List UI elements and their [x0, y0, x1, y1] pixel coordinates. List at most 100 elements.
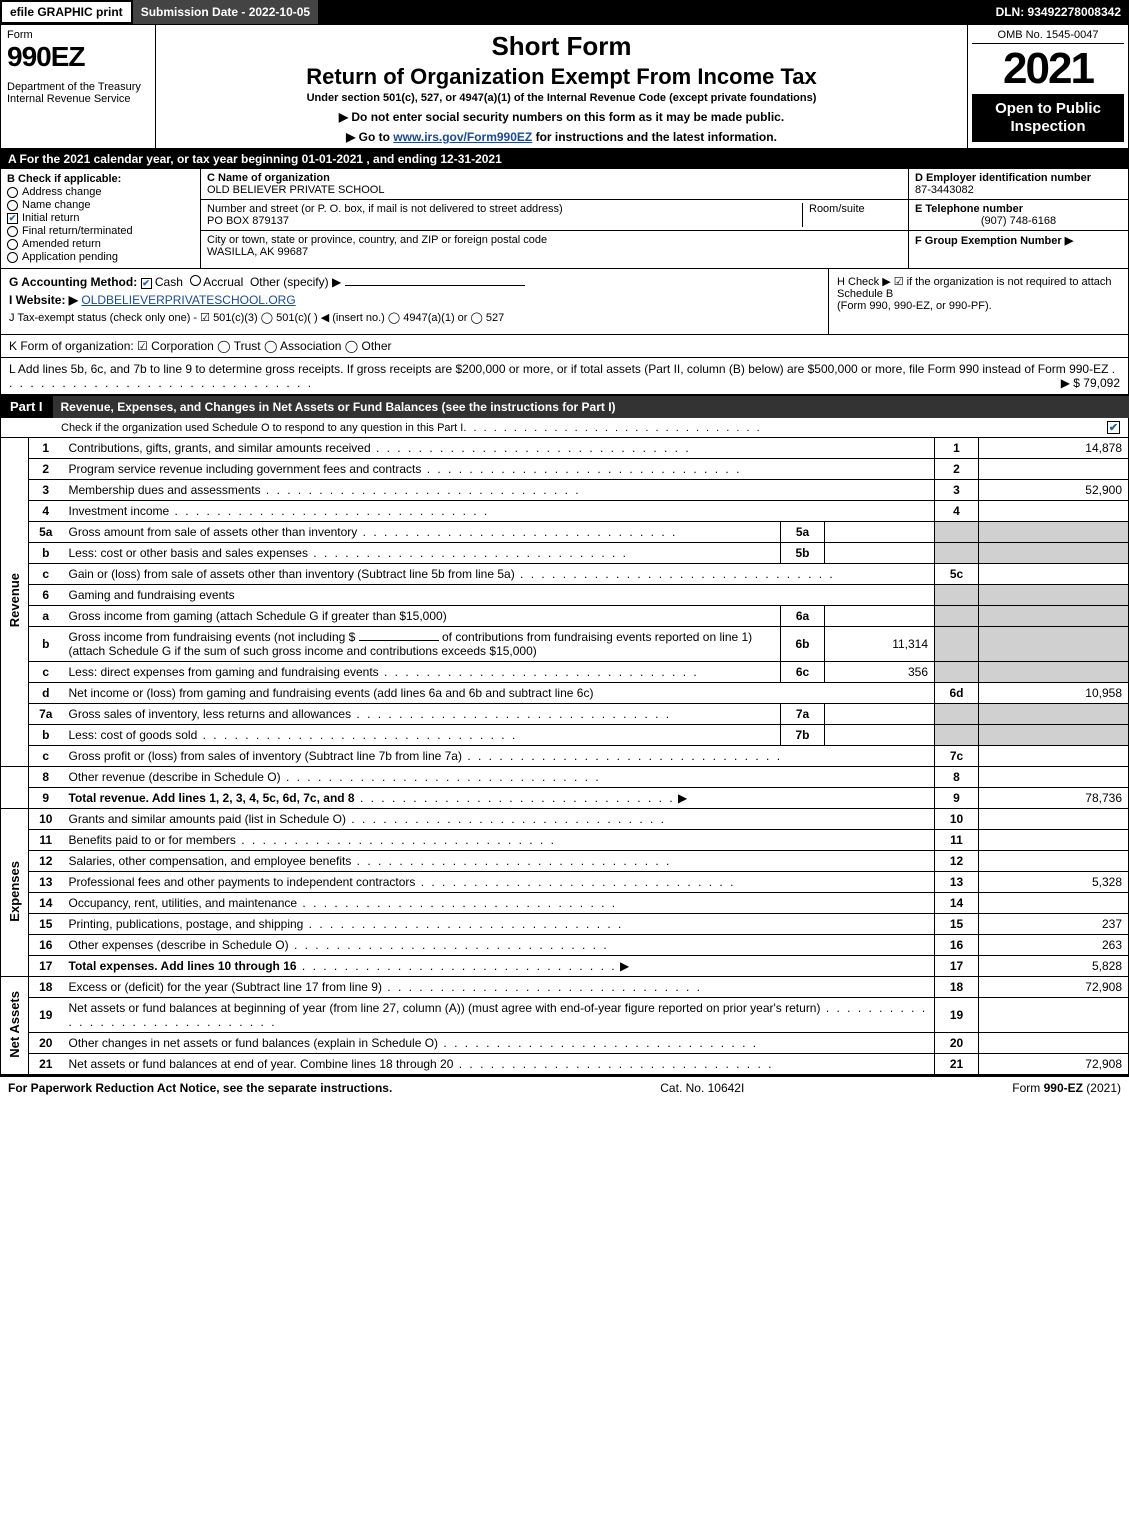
line-ref: 12 — [935, 851, 979, 872]
cash-label: Cash — [155, 275, 183, 289]
line-amount — [979, 564, 1129, 585]
line-num: 10 — [29, 809, 63, 830]
omb-number: OMB No. 1545-0047 — [972, 29, 1124, 44]
checkbox-icon — [7, 226, 18, 237]
year-block: OMB No. 1545-0047 2021 Open to Public In… — [968, 25, 1128, 148]
line-amount: 72,908 — [979, 1054, 1129, 1075]
line-ref: 2 — [935, 459, 979, 480]
part-i-label: Part I — [0, 395, 53, 418]
part-i-title: Revenue, Expenses, and Changes in Net As… — [53, 396, 1129, 418]
tax-exempt-status: J Tax-exempt status (check only one) - ☑… — [9, 311, 820, 324]
section-ghij: G Accounting Method: ✔ Cash Accrual Othe… — [0, 269, 1129, 335]
b-label: B Check if applicable: — [7, 173, 194, 185]
line-num: d — [29, 683, 63, 704]
line-desc: Gross profit or (loss) from sales of inv… — [69, 749, 462, 763]
line-ref: 17 — [935, 956, 979, 977]
page-footer: For Paperwork Reduction Act Notice, see … — [0, 1075, 1129, 1099]
h-block: H Check ▶ ☑ if the organization is not r… — [828, 269, 1128, 334]
line-desc: Other revenue (describe in Schedule O) — [69, 770, 281, 784]
line-ref: 10 — [935, 809, 979, 830]
line-desc: Investment income — [69, 504, 170, 518]
form-header: Form 990EZ Department of the Treasury In… — [0, 24, 1129, 149]
line-amount: 72,908 — [979, 977, 1129, 998]
line-desc: Other expenses (describe in Schedule O) — [69, 938, 289, 952]
line-amount — [979, 830, 1129, 851]
checkbox-icon — [7, 239, 18, 250]
line-amount — [979, 851, 1129, 872]
line-desc: Membership dues and assessments — [69, 483, 261, 497]
footer-right: Form 990-EZ (2021) — [1012, 1081, 1121, 1095]
line-desc: Printing, publications, postage, and shi… — [69, 917, 304, 931]
line-num: 4 — [29, 501, 63, 522]
line-ref: 19 — [935, 998, 979, 1033]
checkbox-icon: ✔ — [7, 213, 18, 224]
chk-amended-return[interactable]: Amended return — [7, 238, 194, 250]
line-desc: Less: cost or other basis and sales expe… — [69, 546, 308, 560]
line-desc: Excess or (deficit) for the year (Subtra… — [69, 980, 382, 994]
top-bar: efile GRAPHIC print Submission Date - 20… — [0, 0, 1129, 24]
line-num: c — [29, 564, 63, 585]
l-text: L Add lines 5b, 6c, and 7b to line 9 to … — [9, 362, 1108, 376]
line-desc: Other changes in net assets or fund bala… — [69, 1036, 439, 1050]
line-amount — [979, 1033, 1129, 1054]
website-label: I Website: ▶ — [9, 293, 78, 307]
form-title-short: Short Form — [166, 31, 957, 62]
line-amount — [979, 459, 1129, 480]
checkbox-icon — [7, 200, 18, 211]
line-desc: Gross amount from sale of assets other t… — [69, 525, 358, 539]
chk-label: Name change — [22, 199, 91, 211]
sched-o-text: Check if the organization used Schedule … — [61, 422, 463, 434]
line-desc: Net assets or fund balances at beginning… — [69, 1001, 821, 1015]
line-amount: 14,878 — [979, 438, 1129, 459]
line-ref: 20 — [935, 1033, 979, 1054]
line-desc: Grants and similar amounts paid (list in… — [69, 812, 346, 826]
accrual-label: Accrual — [203, 275, 243, 289]
line-amount — [979, 998, 1129, 1033]
org-address: PO BOX 879137 — [207, 215, 289, 227]
form-word: Form — [7, 29, 149, 41]
chk-name-change[interactable]: Name change — [7, 199, 194, 211]
e-label: E Telephone number — [915, 203, 1023, 215]
column-c-org: C Name of organization OLD BELIEVER PRIV… — [201, 169, 908, 268]
website-link[interactable]: OLDBELIEVERPRIVATESCHOOL.ORG — [81, 293, 295, 307]
line-ref: 21 — [935, 1054, 979, 1075]
chk-final-return[interactable]: Final return/terminated — [7, 225, 194, 237]
line-num: a — [29, 606, 63, 627]
line-desc: Gaming and fundraising events — [69, 588, 235, 602]
line-amount: 10,958 — [979, 683, 1129, 704]
column-b-checks: B Check if applicable: Address change Na… — [1, 169, 201, 268]
line-ref: 3 — [935, 480, 979, 501]
line-desc: Occupancy, rent, utilities, and maintena… — [69, 896, 298, 910]
line-amount — [979, 893, 1129, 914]
form-title-block: Short Form Return of Organization Exempt… — [156, 25, 968, 148]
chk-initial-return[interactable]: ✔Initial return — [7, 212, 194, 224]
footer-left: For Paperwork Reduction Act Notice, see … — [8, 1081, 392, 1095]
chk-application-pending[interactable]: Application pending — [7, 251, 194, 263]
line-ref: 18 — [935, 977, 979, 998]
line-amount: 5,328 — [979, 872, 1129, 893]
line-desc: Gain or (loss) from sale of assets other… — [69, 567, 515, 581]
line-amount — [979, 809, 1129, 830]
form-id-block: Form 990EZ Department of the Treasury In… — [1, 25, 156, 148]
revenue-section-label: Revenue — [7, 573, 22, 627]
c-name-label: C Name of organization — [207, 172, 330, 184]
efile-print-button[interactable]: efile GRAPHIC print — [0, 0, 133, 24]
line-desc: Net income or (loss) from gaming and fun… — [69, 686, 594, 700]
subline-amount: 11,314 — [825, 627, 935, 662]
org-name: OLD BELIEVER PRIVATE SCHOOL — [207, 184, 384, 196]
line-desc: Total revenue. Add lines 1, 2, 3, 4, 5c,… — [69, 791, 355, 805]
goto-pre: ▶ Go to — [346, 130, 393, 144]
line-desc: Contributions, gifts, grants, and simila… — [69, 441, 371, 455]
goto-post: for instructions and the latest informat… — [536, 130, 777, 144]
line-num: 2 — [29, 459, 63, 480]
irs-link[interactable]: www.irs.gov/Form990EZ — [393, 130, 532, 144]
line-num: 14 — [29, 893, 63, 914]
line-amount — [979, 767, 1129, 788]
subline-amount — [825, 606, 935, 627]
part-i-header: Part I Revenue, Expenses, and Changes in… — [0, 395, 1129, 418]
checkbox-icon — [7, 187, 18, 198]
line-desc: Program service revenue including govern… — [69, 462, 422, 476]
chk-address-change[interactable]: Address change — [7, 186, 194, 198]
d-label: D Employer identification number — [915, 172, 1091, 184]
form-title-long: Return of Organization Exempt From Incom… — [166, 64, 957, 90]
